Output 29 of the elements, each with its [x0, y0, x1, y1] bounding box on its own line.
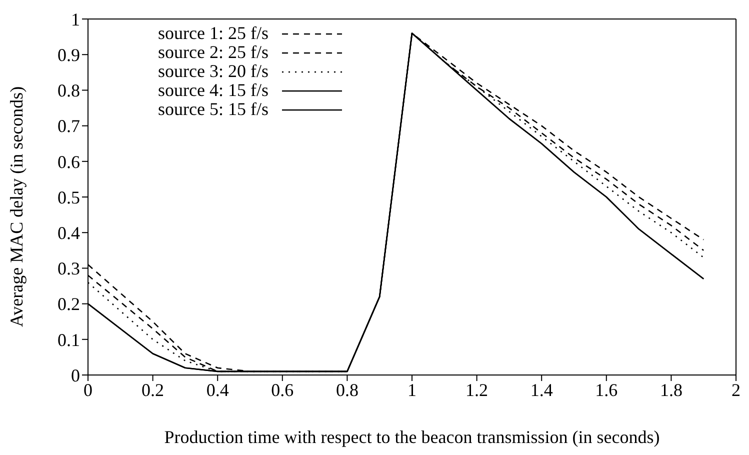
x-axis-title: Production time with respect to the beacon transmission (in seconds) — [164, 427, 660, 447]
legend-label: source 4: 15 f/s — [158, 80, 268, 100]
x-tick-label: 1.2 — [466, 380, 488, 400]
y-tick-label: 1 — [71, 9, 80, 30]
y-tick-label: 0.2 — [58, 294, 80, 314]
legend-label: source 2: 25 f/s — [158, 42, 268, 62]
y-axis-title: Average MAC delay (in seconds) — [6, 86, 26, 327]
legend-label: source 1: 25 f/s — [158, 23, 268, 43]
x-tick-label: 0.8 — [336, 380, 358, 400]
legend-label: source 3: 20 f/s — [158, 61, 268, 81]
x-tick-label: 1.4 — [530, 380, 553, 400]
y-tick-label: 0.8 — [58, 80, 80, 101]
x-tick-label: 0.4 — [206, 380, 229, 400]
y-tick-label: 0 — [71, 365, 80, 386]
y-tick-label: 0.1 — [58, 330, 80, 350]
x-tick-label: 0.6 — [271, 380, 294, 400]
x-tick-label: 1 — [408, 380, 416, 400]
y-tick-label: 0.5 — [58, 187, 80, 208]
x-tick-label: 2 — [732, 380, 740, 400]
legend-label: source 5: 15 f/s — [158, 99, 268, 119]
y-tick-label: 0.3 — [58, 258, 80, 279]
x-tick-label: 1.8 — [660, 380, 682, 400]
x-tick-label: 0 — [84, 380, 92, 400]
y-tick-label: 0.9 — [58, 44, 80, 65]
y-tick-label: 0.4 — [58, 222, 80, 243]
x-tick-label: 1.6 — [595, 380, 618, 400]
x-tick-label: 0.2 — [142, 380, 164, 400]
y-tick-label: 0.6 — [58, 152, 80, 172]
y-tick-label: 0.7 — [58, 116, 80, 136]
